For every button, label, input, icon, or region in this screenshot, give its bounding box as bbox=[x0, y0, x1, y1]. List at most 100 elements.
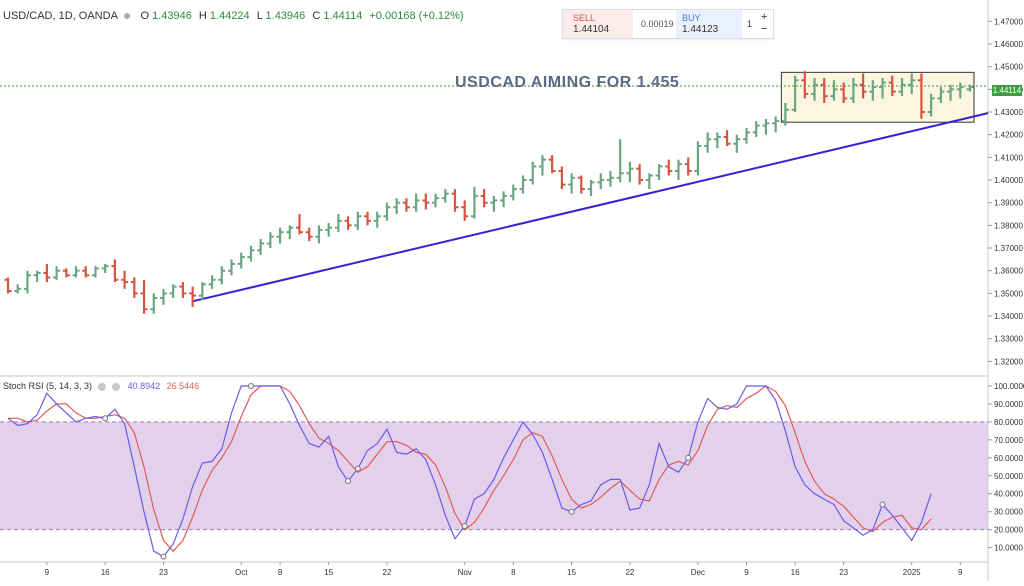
ohlc-bar bbox=[266, 232, 274, 249]
ohlc-bar bbox=[150, 293, 158, 314]
last-price-badge: 1.44114 bbox=[992, 85, 1022, 96]
stoch-axis-label: 100.0000 bbox=[994, 382, 1024, 391]
stoch-axis-label: 30.0000 bbox=[994, 508, 1023, 517]
ohlc-bar bbox=[811, 78, 819, 101]
ohlc-bar bbox=[869, 80, 877, 101]
trendline[interactable] bbox=[192, 112, 989, 303]
open-value: 1.43946 bbox=[152, 10, 192, 22]
price-axis-label: 1.33000 bbox=[994, 335, 1023, 344]
ohlc-bar bbox=[451, 189, 459, 212]
stoch-axis-label: 70.0000 bbox=[994, 436, 1023, 445]
ohlc-bar bbox=[830, 80, 838, 101]
price-axis-label: 1.45000 bbox=[994, 63, 1023, 72]
ohlc-bar bbox=[344, 216, 352, 230]
ohlc-bar bbox=[247, 245, 255, 262]
stoch-axis-label: 90.0000 bbox=[994, 400, 1023, 409]
ohlc-bar bbox=[879, 78, 887, 99]
time-axis-label: Dec bbox=[691, 568, 705, 577]
ohlc-bar bbox=[898, 78, 906, 97]
indicator-legend: Stoch RSI (5, 14, 3, 3) 40.8942 26.5446 bbox=[3, 381, 199, 391]
ohlc-bar bbox=[888, 75, 896, 97]
ohlc-bar bbox=[908, 73, 916, 94]
ohlc-bar bbox=[315, 225, 323, 244]
ohlc-bar bbox=[665, 159, 673, 176]
stoch-axis-label: 20.0000 bbox=[994, 526, 1023, 535]
price-axis-label: 1.42000 bbox=[994, 131, 1023, 140]
ohlc-bar bbox=[752, 121, 760, 137]
stoch-axis-label: 40.0000 bbox=[994, 490, 1023, 499]
high-value: 1.44224 bbox=[209, 10, 250, 22]
ohlc-bar bbox=[325, 223, 333, 237]
ohlc-bar bbox=[334, 214, 342, 233]
price-axis-label: 1.34000 bbox=[994, 312, 1023, 321]
stoch-marker bbox=[160, 553, 167, 560]
ohlc-bar bbox=[432, 193, 440, 208]
buy-box[interactable] bbox=[676, 10, 742, 38]
ohlc-bar bbox=[713, 132, 721, 149]
stoch-marker bbox=[685, 454, 692, 461]
ohlc-bar bbox=[859, 73, 867, 99]
price-axis-label: 1.46000 bbox=[994, 40, 1023, 49]
ohlc-bar bbox=[422, 193, 430, 210]
ohlc-bar bbox=[568, 173, 576, 194]
ohlc-bar bbox=[937, 87, 945, 103]
stoch-marker bbox=[247, 382, 254, 389]
ohlc-bar bbox=[393, 198, 401, 215]
symbol-legend: USD/CAD, 1D, OANDA O 1.43946 H 1.44224 L… bbox=[3, 10, 464, 22]
indicator-settings-icon[interactable] bbox=[112, 382, 121, 391]
ohlc-bar bbox=[781, 102, 789, 126]
ohlc-bar bbox=[373, 211, 381, 228]
price-axis-label: 1.47000 bbox=[994, 17, 1023, 26]
ohlc-bar bbox=[849, 78, 857, 103]
ohlc-bar bbox=[383, 202, 391, 221]
ohlc-bar bbox=[286, 225, 294, 239]
ohlc-bar bbox=[276, 227, 284, 244]
price-axis-label: 1.43000 bbox=[994, 108, 1023, 117]
ohlc-bar bbox=[130, 277, 138, 298]
sell-box[interactable] bbox=[563, 10, 633, 38]
low-label: L bbox=[256, 10, 263, 22]
ohlc-bar bbox=[927, 93, 935, 117]
time-axis-label: 15 bbox=[324, 568, 333, 577]
ohlc-bar bbox=[470, 186, 478, 219]
stoch-axis-label: 50.0000 bbox=[994, 472, 1023, 481]
ohlc-bar bbox=[179, 282, 187, 298]
close-value: 1.44114 bbox=[323, 10, 363, 22]
ohlc-bar bbox=[218, 266, 226, 285]
symbol-title[interactable]: USD/CAD, 1D, OANDA bbox=[3, 10, 118, 22]
stoch-marker bbox=[102, 415, 109, 422]
quantity-value[interactable]: 1 bbox=[747, 19, 753, 29]
ohlc-bar bbox=[461, 200, 469, 221]
time-axis-label: 2025 bbox=[903, 568, 921, 577]
ohlc-bar bbox=[704, 132, 712, 153]
ohlc-bar bbox=[947, 84, 955, 101]
ohlc-bar bbox=[655, 164, 663, 181]
ohlc-bar bbox=[111, 259, 119, 283]
ohlc-bar bbox=[840, 82, 848, 103]
ohlc-bar bbox=[616, 139, 624, 183]
buy-label: BUY bbox=[682, 13, 701, 23]
plus-button[interactable]: + bbox=[761, 11, 768, 23]
consolidation-box bbox=[780, 71, 975, 123]
annotation-text: USDCAD AIMING FOR 1.455 bbox=[455, 74, 680, 91]
ohlc-bar bbox=[538, 155, 546, 176]
indicator-name[interactable]: Stoch RSI (5, 14, 3, 3) bbox=[3, 381, 93, 391]
sell-price: 1.44104 bbox=[573, 24, 610, 35]
ohlc-bar bbox=[548, 155, 556, 174]
minus-button[interactable]: − bbox=[761, 23, 768, 35]
stoch-axis-label: 60.0000 bbox=[994, 454, 1023, 463]
price-axis-label: 1.39000 bbox=[994, 199, 1023, 208]
ohlc-bar bbox=[597, 173, 605, 190]
stoch-band bbox=[0, 421, 988, 530]
ohlc-bar bbox=[189, 286, 197, 307]
indicator-d-value: 26.5446 bbox=[166, 381, 200, 391]
stoch-axis-label: 80.0000 bbox=[994, 418, 1023, 427]
ohlc-bar bbox=[23, 270, 31, 294]
ohlc-bar bbox=[296, 214, 304, 235]
time-axis-label: Oct bbox=[235, 568, 248, 577]
ohlc-bar bbox=[72, 266, 80, 278]
ohlc-bar bbox=[227, 259, 235, 276]
ohlc-bar bbox=[694, 141, 702, 176]
ohlc-bar bbox=[791, 75, 799, 113]
